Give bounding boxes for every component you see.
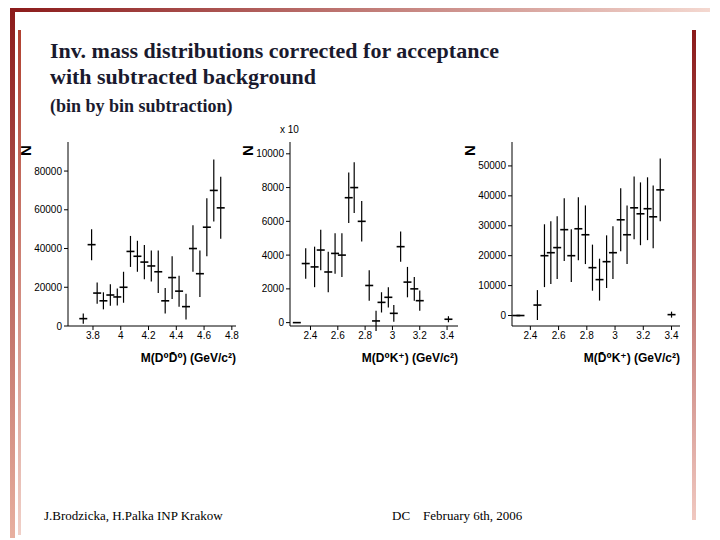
html-text:DC February 6th, 2006: DC February 6th, 2006 [392,508,523,523]
svg-text:2.6: 2.6 [331,330,345,341]
svg-text:0: 0 [278,317,284,328]
svg-text:2.8: 2.8 [580,330,594,341]
svg-text:8000: 8000 [262,182,285,193]
svg-text:M(D⁰D̄⁰) (GeV/c²): M(D⁰D̄⁰) (GeV/c²) [141,351,236,365]
svg-text:2.6: 2.6 [552,330,566,341]
svg-text:4.4: 4.4 [169,330,183,341]
svg-text:M(D⁰K⁺) (GeV/c²): M(D⁰K⁺) (GeV/c²) [362,351,458,365]
svg-text:60000: 60000 [34,204,62,215]
html-text:N: N [460,145,478,156]
html-text:Inv. mass distributions correc: Inv. mass distributions corrected for ac… [50,38,499,63]
svg-text:4: 4 [118,330,124,341]
svg-text:10000: 10000 [478,280,506,291]
svg-text:4.6: 4.6 [197,330,211,341]
svg-text:6000: 6000 [262,216,285,227]
svg-text:0: 0 [56,321,62,332]
svg-text:2.8: 2.8 [358,330,372,341]
svg-text:3.8: 3.8 [86,330,100,341]
svg-text:2.4: 2.4 [304,330,318,341]
svg-text:20000: 20000 [34,282,62,293]
svg-text:3.4: 3.4 [440,330,454,341]
svg-text:4.2: 4.2 [142,330,156,341]
html-text:J.Brodzicka, H.Palka INP Krako: J.Brodzicka, H.Palka INP Krakow [44,508,223,523]
svg-text:3: 3 [612,330,618,341]
svg-text:40000: 40000 [478,190,506,201]
svg-text:3: 3 [390,330,396,341]
html-text:with subtracted background: with subtracted background [50,64,317,89]
svg-text:M(D̄⁰K⁺) (GeV/c²): M(D̄⁰K⁺) (GeV/c²) [584,351,680,365]
svg-text:30000: 30000 [478,220,506,231]
svg-text:10000: 10000 [256,148,284,159]
svg-text:40000: 40000 [34,243,62,254]
svg-text:2.4: 2.4 [523,330,537,341]
html-text:N: N [16,145,34,156]
svg-text:2000: 2000 [262,283,285,294]
svg-text:80000: 80000 [34,166,62,177]
svg-text:4000: 4000 [262,250,285,261]
svg-text:50000: 50000 [478,160,506,171]
svg-text:4.8: 4.8 [225,330,239,341]
svg-text:3.2: 3.2 [636,330,650,341]
html-text:x 10: x 10 [280,124,299,135]
svg-text:3.4: 3.4 [665,330,679,341]
svg-text:3.2: 3.2 [413,330,427,341]
svg-text:0: 0 [500,310,506,321]
html-text:N: N [238,145,256,156]
svg-text:20000: 20000 [478,250,506,261]
html-text:(bin by bin subtraction): (bin by bin subtraction) [50,96,233,116]
